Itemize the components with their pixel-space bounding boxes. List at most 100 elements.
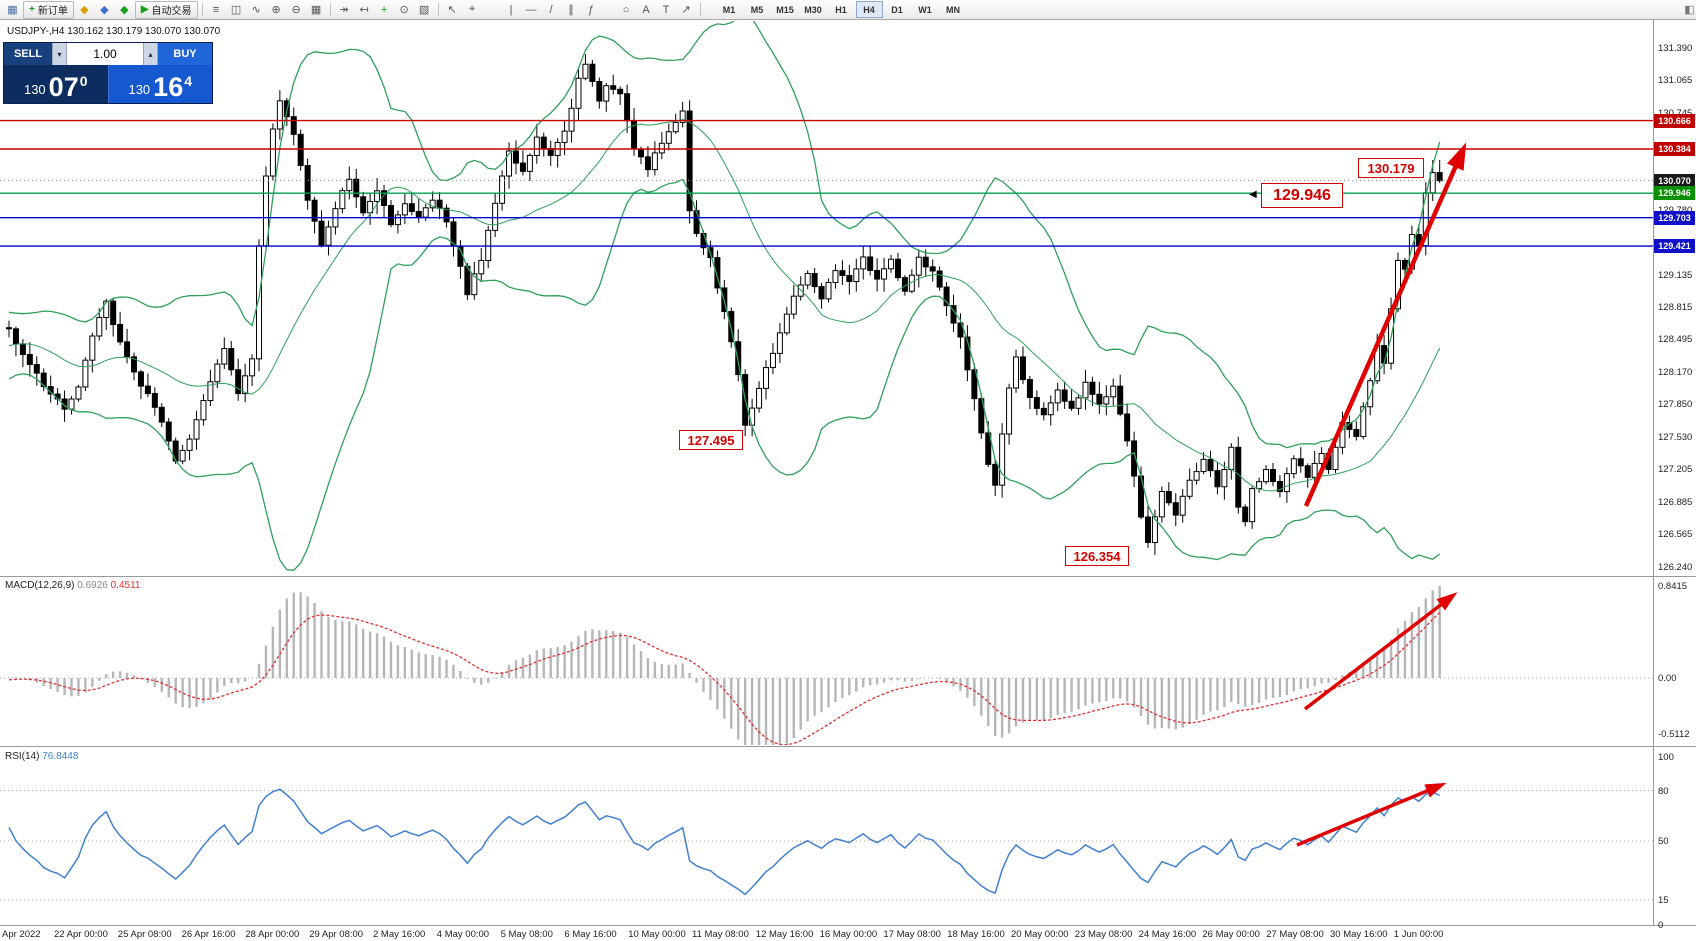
macd-axis-label: -0.5112 — [1658, 728, 1690, 740]
macd-main-value: 0.6926 — [77, 580, 108, 591]
trend-arrow[interactable] — [1296, 784, 1440, 847]
tf-w1-button[interactable]: W1 — [918, 4, 932, 15]
macd-histogram — [7, 586, 1441, 745]
time-axis-label: 12 May 16:00 — [755, 929, 814, 940]
macd-axis-label: 0.8415 — [1658, 581, 1688, 593]
zoom-out-icon[interactable]: ⊖ — [291, 4, 301, 16]
auto-scroll-icon[interactable]: ↠ — [339, 4, 349, 16]
volume-down-button[interactable]: ▾ — [52, 43, 67, 65]
tf-m1-button[interactable]: M1 — [722, 4, 736, 15]
market-watch-icon[interactable]: ◆ — [80, 4, 89, 16]
time-axis-label: 11 May 08:00 — [692, 929, 749, 940]
volume-input[interactable] — [67, 43, 143, 65]
docking-icon[interactable]: ◧ — [1684, 4, 1695, 16]
rsi-name: RSI(14) — [5, 751, 40, 762]
price-axis-label: 130.745 — [1658, 108, 1692, 119]
macd-panel[interactable] — [0, 586, 1653, 763]
time-axis-label: 10 May 00:00 — [628, 929, 686, 940]
time-axis-label: 2 May 16:00 — [373, 929, 426, 940]
tf-h4-button[interactable]: H4 — [855, 1, 883, 18]
bar-chart-icon[interactable]: ≡ — [212, 3, 220, 16]
time-axis-label: 30 May 16:00 — [1330, 929, 1388, 940]
text-label-icon[interactable]: T — [662, 3, 670, 16]
price-annotation[interactable]: 127.495 — [679, 430, 743, 450]
new-order-button[interactable]: + 新订单 — [23, 0, 74, 19]
tf-m15-button[interactable]: M15 — [776, 4, 794, 15]
price-axis-label: 128.815 — [1658, 302, 1693, 314]
templates-icon[interactable]: ▧ — [418, 4, 430, 16]
rsi-axis-label: 50 — [1658, 836, 1669, 847]
rsi-panel[interactable] — [0, 782, 1653, 901]
time-axis-label: 22 Apr 00:00 — [54, 929, 108, 940]
chart-shift-icon[interactable]: ↤ — [359, 4, 369, 16]
volume-up-button[interactable]: ▴ — [143, 43, 158, 65]
price-axis-label: 128.495 — [1658, 334, 1693, 346]
new-order-button-label: 新订单 — [37, 6, 68, 17]
rsi-value: 76.8448 — [42, 751, 79, 762]
buy-price-pips: 16 — [153, 72, 184, 102]
new-chart-icon[interactable]: ▦ — [7, 4, 18, 16]
time-axis-label: 20 May 00:00 — [1011, 929, 1069, 940]
line-chart-icon[interactable]: ∿ — [251, 4, 261, 16]
tf-m5-button[interactable]: M5 — [750, 4, 764, 15]
main-panel[interactable] — [0, 13, 1653, 571]
buy-button[interactable]: BUY — [158, 43, 212, 65]
price-axis-label: 128.170 — [1658, 367, 1693, 379]
tf-m30-button[interactable]: M30 — [804, 4, 822, 15]
trade-panel-prices: 130 07 0 130 16 4 — [4, 65, 212, 103]
cursor-icon[interactable]: ↖ — [447, 4, 457, 16]
sell-price-pips: 07 — [48, 72, 79, 102]
trend-arrow[interactable] — [1303, 151, 1465, 507]
sell-price-point: 0 — [79, 73, 88, 89]
price-axis-label: 126.565 — [1658, 528, 1693, 540]
trend-arrow[interactable] — [1303, 595, 1453, 711]
rsi-indicator-label: RSI(14) 76.8448 — [5, 751, 78, 762]
auto-trading-button[interactable]: ▶ 自动交易 — [134, 0, 198, 19]
crosshair-icon[interactable]: ⌖ — [468, 3, 476, 15]
tf-d1-button[interactable]: D1 — [891, 4, 903, 15]
price-axis-label: 127.205 — [1658, 464, 1693, 476]
price-annotation[interactable]: 126.354 — [1065, 546, 1129, 566]
sell-price-display[interactable]: 130 07 0 — [4, 65, 108, 103]
bollinger-bands — [8, 21, 1441, 571]
shapes-icon[interactable]: ○ — [622, 3, 630, 16]
price-axis-label: 129.135 — [1658, 269, 1693, 281]
main-toolbar: ▦ + 新订单 ◆ ◆ ◆ ▶ 自动交易 ≡ ◫ ∿ ⊕ ⊖ ▦ ↠ ↤ + ⊙ ▧ ↖ ⌖ | — / ∥ ƒ ○ A T ↗ M1 M5 M… — [0, 0, 1696, 20]
sell-button[interactable]: SELL — [4, 43, 52, 65]
auto-trading-button-label: 自动交易 — [151, 6, 192, 17]
buy-price-display[interactable]: 130 16 4 — [107, 65, 212, 103]
trendline-icon[interactable]: / — [549, 3, 553, 16]
tf-h1-button[interactable]: H1 — [835, 4, 847, 15]
horizontal-line-icon[interactable]: — — [525, 3, 537, 16]
trend-arrow-head — [1447, 142, 1467, 171]
price-axis-label: 127.850 — [1658, 399, 1693, 411]
buy-price-point: 4 — [184, 73, 193, 89]
periods-icon[interactable]: ⊙ — [399, 4, 409, 16]
equidistant-channel-icon[interactable]: ∥ — [568, 4, 574, 16]
price-annotation[interactable]: 129.946 — [1261, 183, 1343, 208]
fibonacci-icon[interactable]: ƒ — [587, 3, 595, 16]
data-window-icon[interactable]: ◆ — [100, 4, 109, 16]
indicators-icon[interactable]: + — [380, 3, 388, 16]
time-axis-label: 6 May 16:00 — [564, 929, 617, 940]
toolbar-separator — [699, 3, 701, 16]
price-tag-130.666: 130.666 — [1654, 113, 1695, 128]
navigator-icon[interactable]: ◆ — [120, 4, 129, 16]
text-icon[interactable]: A — [642, 3, 650, 16]
trade-panel-controls: SELL ▾ ▴ BUY — [4, 43, 212, 65]
time-axis-label: Apr 2022 — [2, 929, 41, 940]
arrow-objects-icon[interactable]: ↗ — [681, 4, 691, 16]
vertical-line-icon[interactable]: | — [509, 3, 513, 16]
tile-windows-icon[interactable]: ▦ — [310, 4, 322, 16]
trend-arrow-head — [1436, 592, 1458, 611]
buy-price-base: 130 — [128, 82, 151, 97]
candlestick-chart-icon[interactable]: ◫ — [230, 4, 242, 16]
tf-mn-button[interactable]: MN — [946, 4, 961, 15]
zoom-in-icon[interactable]: ⊕ — [271, 4, 281, 16]
price-tag-129.703: 129.703 — [1654, 210, 1695, 225]
time-axis-label: 16 May 00:00 — [819, 929, 878, 940]
price-annotation[interactable]: 130.179 — [1358, 158, 1424, 178]
